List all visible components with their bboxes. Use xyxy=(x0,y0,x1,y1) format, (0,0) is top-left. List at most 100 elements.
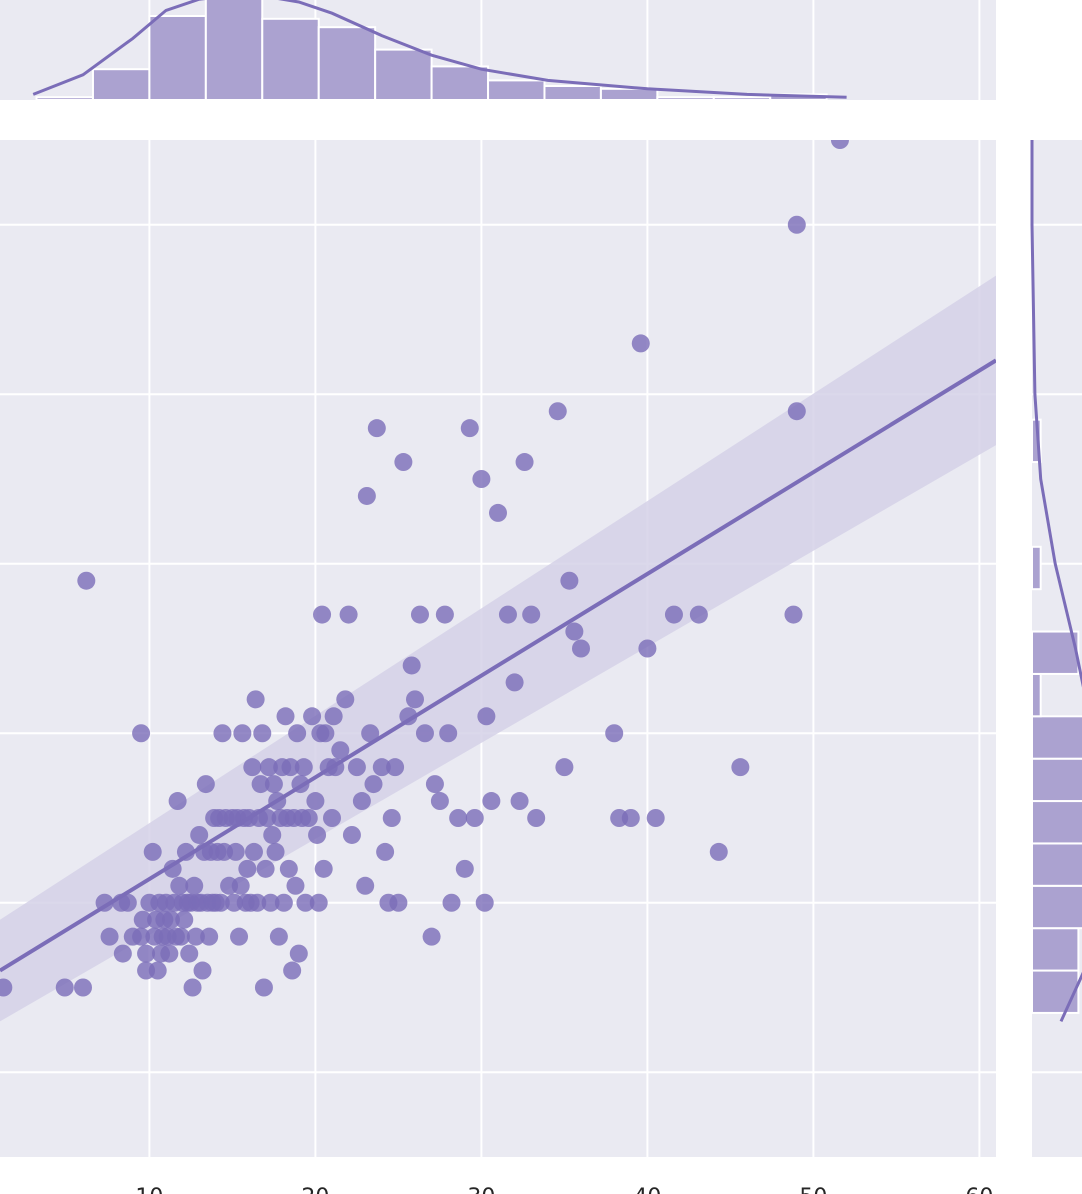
scatter-point xyxy=(74,978,92,997)
scatter-point xyxy=(246,690,265,709)
scatter-point xyxy=(352,792,371,811)
scatter-point xyxy=(274,893,293,912)
scatter-point xyxy=(361,724,380,743)
scatter-point xyxy=(830,140,849,149)
scatter-point xyxy=(442,893,461,912)
scatter-point xyxy=(193,961,212,980)
top-hist-bar xyxy=(317,26,377,102)
scatter-point xyxy=(259,758,278,777)
scatter-point xyxy=(190,825,209,844)
x-tick-label: 10 xyxy=(135,1185,163,1194)
scatter-point xyxy=(367,419,386,438)
scatter-point xyxy=(372,758,391,777)
scatter-point xyxy=(113,944,132,963)
scatter-point xyxy=(261,893,280,912)
scatter-point xyxy=(376,842,395,861)
scatter-point xyxy=(258,809,277,827)
scatter-point xyxy=(382,809,401,827)
scatter-point xyxy=(605,724,624,743)
scatter-point xyxy=(489,503,507,522)
scatter-point xyxy=(276,707,295,726)
top-hist-bar xyxy=(430,65,490,101)
regression-confidence-band xyxy=(0,275,996,1022)
scatter-point xyxy=(406,690,424,709)
scatter-point xyxy=(0,978,13,997)
scatter-point xyxy=(160,944,179,963)
scatter-point xyxy=(565,622,584,641)
scatter-point xyxy=(185,876,204,895)
scatter-point xyxy=(256,859,275,878)
scatter-point xyxy=(527,809,546,827)
joint-scatter-panel xyxy=(0,140,996,1157)
top-hist-bar xyxy=(599,87,659,102)
scatter-point xyxy=(230,927,249,946)
right-hist-bar xyxy=(1031,630,1080,675)
scatter-point xyxy=(269,927,288,946)
scatter-point xyxy=(475,893,494,912)
scatter-point xyxy=(689,605,708,624)
scatter-point xyxy=(449,809,468,827)
scatter-point xyxy=(266,842,285,861)
scatter-point xyxy=(171,927,190,946)
scatter-point xyxy=(238,859,257,878)
scatter-point xyxy=(709,842,728,861)
scatter-point xyxy=(336,690,355,709)
scatter-point xyxy=(787,215,806,234)
scatter-point xyxy=(389,893,408,912)
scatter-point xyxy=(299,809,318,827)
top-hist-bar xyxy=(487,79,546,102)
scatter-point xyxy=(364,775,383,794)
scatter-point xyxy=(251,775,270,794)
scatter-point xyxy=(314,859,333,878)
scatter-point xyxy=(132,724,151,743)
scatter-point xyxy=(522,605,541,624)
right-kde-curve xyxy=(1030,140,1082,1023)
scatter-point xyxy=(309,893,328,912)
right-hist-bar xyxy=(1031,927,1080,972)
right-hist-bar xyxy=(1031,842,1082,887)
scatter-point xyxy=(664,605,683,624)
scatter-point xyxy=(170,876,189,895)
scatter-point xyxy=(621,809,640,827)
scatter-point xyxy=(422,927,441,946)
scatter-point xyxy=(55,978,74,997)
scatter-point xyxy=(787,402,806,421)
x-tick-label: 60 xyxy=(965,1185,993,1194)
scatter-point xyxy=(211,893,230,912)
scatter-point xyxy=(394,453,413,472)
x-tick-label: 30 xyxy=(467,1185,495,1194)
scatter-point xyxy=(505,673,524,692)
scatter-point xyxy=(132,927,151,946)
scatter-point xyxy=(515,453,534,472)
scatter-point xyxy=(324,707,343,726)
regression-line xyxy=(0,358,996,973)
scatter-point xyxy=(410,605,429,624)
scatter-point xyxy=(161,910,180,929)
right-hist-bar xyxy=(1031,715,1082,760)
right-hist-bar xyxy=(1031,757,1082,803)
top-hist-bar xyxy=(712,96,772,101)
top-hist-bar xyxy=(543,85,602,101)
right-hist-bar xyxy=(1031,672,1042,718)
scatter-point xyxy=(248,893,267,912)
scatter-point xyxy=(510,792,529,811)
scatter-point xyxy=(180,944,199,963)
scatter-point xyxy=(243,758,262,777)
scatter-point xyxy=(316,724,335,743)
scatter-point xyxy=(439,724,458,743)
top-marginal-histogram xyxy=(0,0,996,102)
scatter-point xyxy=(226,842,245,861)
scatter-point xyxy=(264,775,283,794)
scatter-point xyxy=(100,927,119,946)
scatter-point xyxy=(402,656,421,675)
scatter-point xyxy=(638,639,657,658)
scatter-point xyxy=(548,402,567,421)
scatter-point xyxy=(196,775,215,794)
scatter-point xyxy=(296,893,315,912)
scatter-point xyxy=(231,876,250,895)
scatter-point xyxy=(313,605,332,624)
top-hist-bar xyxy=(148,15,207,101)
scatter-point xyxy=(286,876,305,895)
x-axis-ticks: 10 20 30 40 50 60 xyxy=(135,1185,993,1194)
